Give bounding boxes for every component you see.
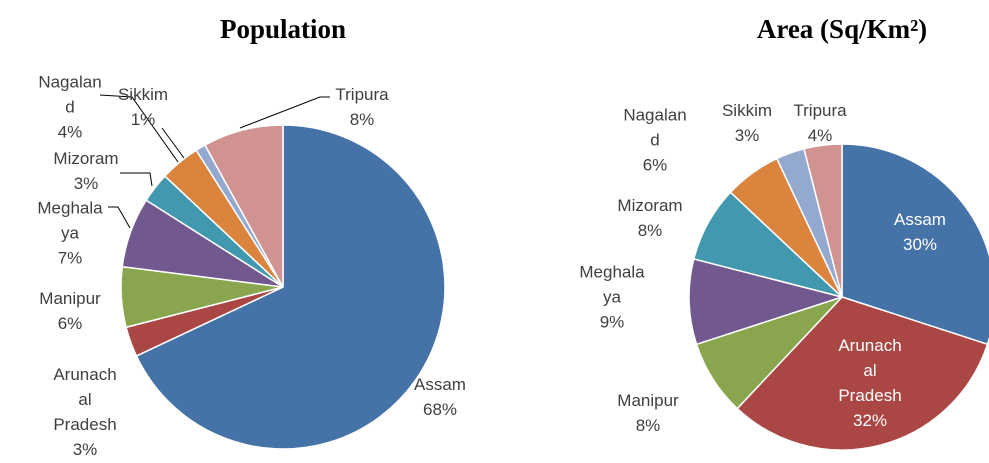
- category-name: Nagaland: [623, 105, 687, 150]
- value-label: 8%: [349, 110, 375, 129]
- pie-slice: [135, 124, 446, 450]
- value-label: 3%: [734, 126, 760, 145]
- value-label: 6%: [642, 155, 668, 175]
- pie-slice: [688, 258, 845, 346]
- slice-label: Nagaland 6%: [621, 103, 689, 178]
- category-name: Tripura: [335, 85, 389, 104]
- value-label: 7%: [57, 248, 83, 268]
- category-name: Arunachal Pradesh: [838, 336, 902, 405]
- category-name: Sikkim: [721, 101, 773, 120]
- slice-label: Assam 30%: [886, 207, 954, 257]
- slice-label: Arunachal Pradesh 32%: [836, 333, 904, 433]
- value-label: 4%: [57, 122, 83, 142]
- category-name: Assam: [894, 210, 946, 229]
- category-name: Manipur: [39, 289, 101, 308]
- category-name: Arunachal Pradesh: [53, 365, 117, 434]
- category-name: Mizoram: [53, 149, 119, 168]
- slice-label: Sikkim 3%: [713, 98, 781, 148]
- value-label: 9%: [599, 312, 625, 332]
- value-label: 1%: [130, 110, 156, 129]
- slice-label: Sikkim 1%: [109, 82, 177, 132]
- category-name: Nagaland: [38, 72, 102, 117]
- pie-slice: [803, 143, 843, 298]
- slice-label: Tripura 8%: [328, 82, 396, 132]
- slice-label: Mizoram 3%: [52, 146, 120, 196]
- leader-line: [239, 96, 330, 129]
- category-name: Mizoram: [617, 196, 683, 215]
- slice-label: Tripura 4%: [786, 98, 854, 148]
- value-label: 8%: [637, 221, 663, 240]
- category-name: Assam: [414, 375, 466, 394]
- leader-line: [161, 127, 185, 159]
- leader-line: [120, 172, 153, 187]
- slice-label: Assam 68%: [406, 372, 474, 422]
- slice-label: Mizoram 8%: [616, 193, 684, 243]
- pie-slice: [841, 143, 989, 346]
- chart-title: Area (Sq/Km²): [756, 14, 928, 44]
- category-name: Sikkim: [117, 85, 169, 104]
- category-name: Meghalaya: [37, 198, 103, 243]
- pie-slice: [736, 296, 989, 451]
- value-label: 4%: [807, 126, 833, 145]
- leader-line: [99, 94, 179, 163]
- slice-label: Nagaland 4%: [36, 70, 104, 145]
- value-label: 32%: [852, 411, 888, 430]
- category-name: Meghalaya: [579, 262, 645, 307]
- pie-slice: [203, 124, 284, 288]
- value-label: 3%: [73, 174, 99, 193]
- value-label: 68%: [422, 400, 458, 419]
- value-label: 30%: [902, 235, 938, 254]
- slice-label: Arunachal Pradesh 3%: [51, 362, 119, 462]
- category-name: Manipur: [617, 391, 679, 410]
- category-name: Tripura: [793, 101, 847, 120]
- value-label: 6%: [57, 314, 83, 333]
- value-label: 3%: [72, 440, 98, 459]
- leader-lines: [99, 94, 330, 229]
- slice-label: Meghalaya 9%: [578, 260, 646, 335]
- leader-line: [108, 206, 131, 229]
- chart-title: Population: [219, 14, 347, 44]
- slice-label: Manipur 8%: [614, 388, 682, 438]
- slice-label: Manipur 6%: [36, 286, 104, 336]
- slice-label: Meghalaya 7%: [36, 196, 104, 271]
- value-label: 8%: [635, 416, 661, 435]
